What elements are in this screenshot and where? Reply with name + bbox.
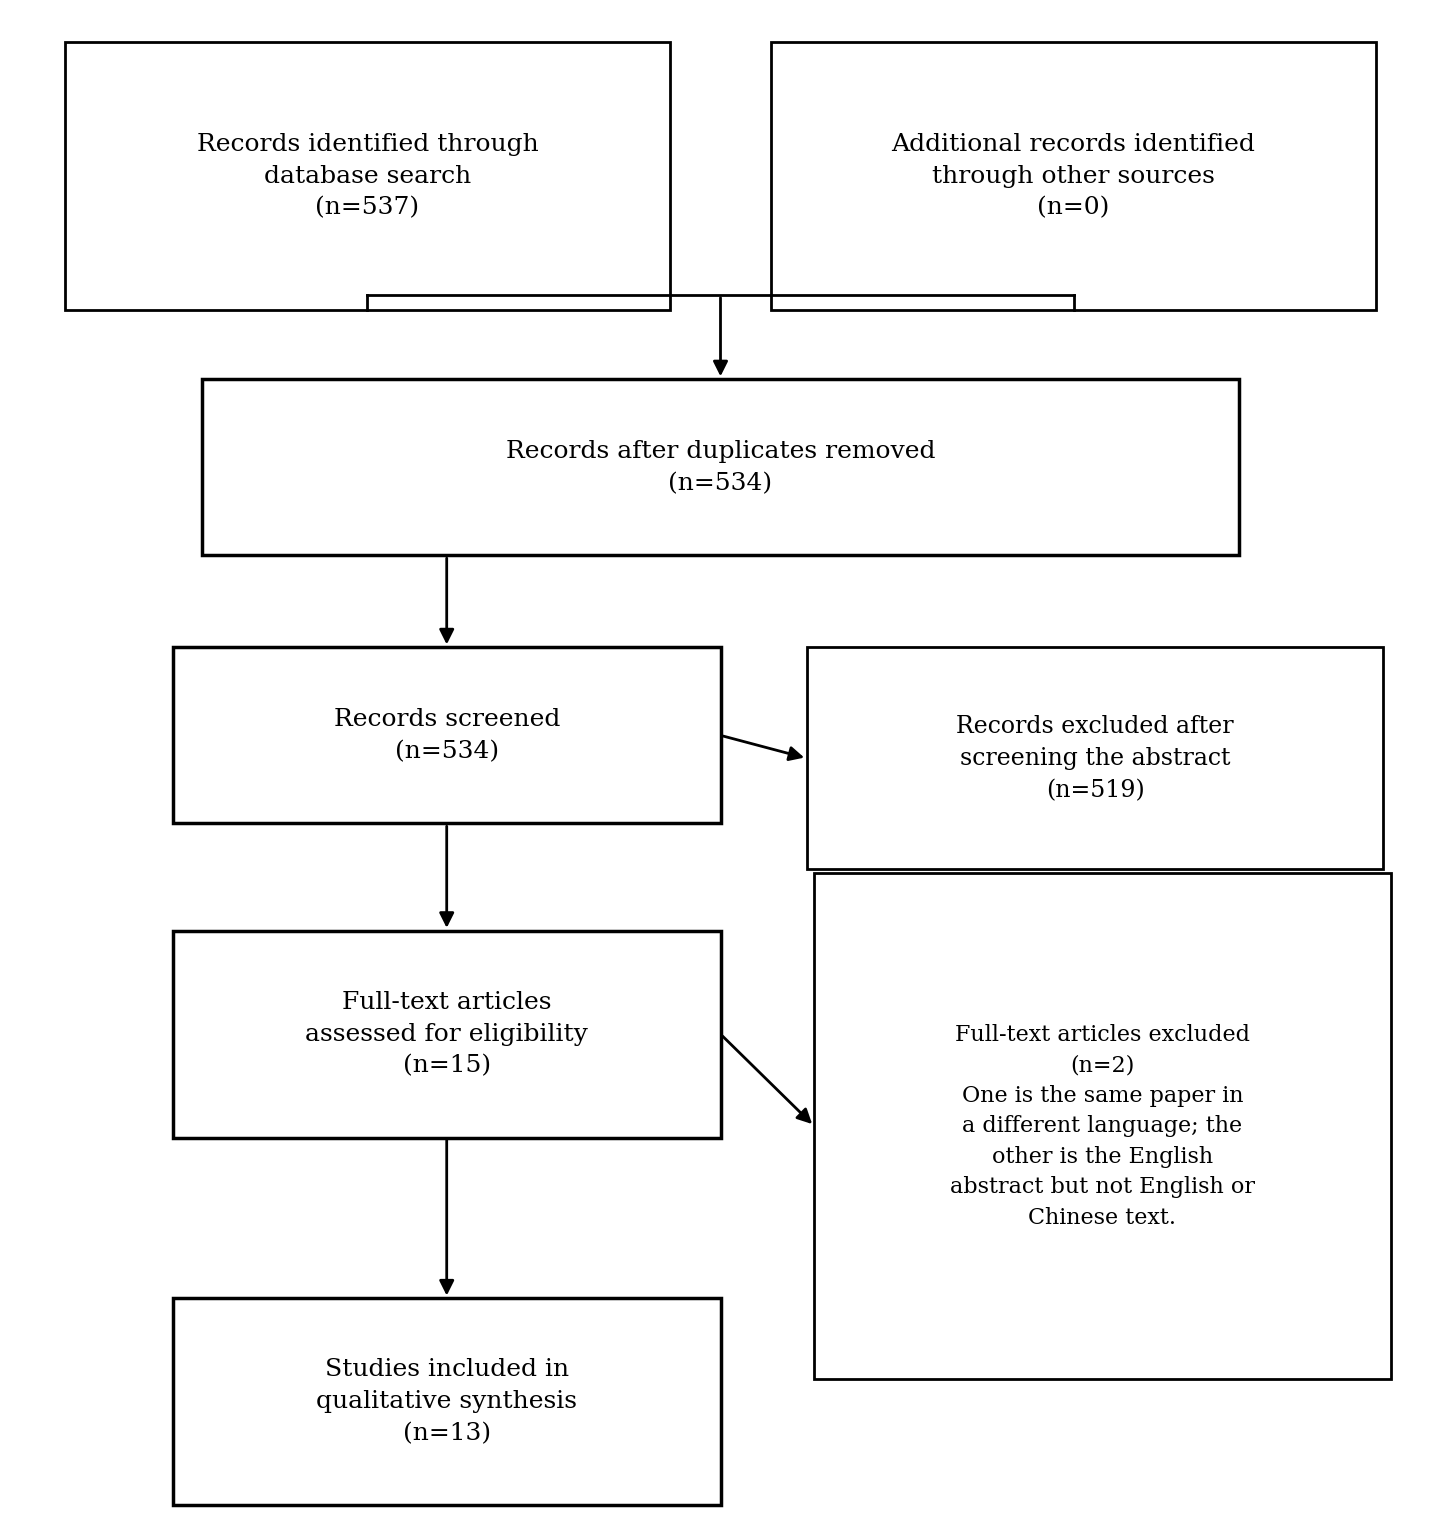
Text: Records excluded after
screening the abstract
(n=519): Records excluded after screening the abs… [957,715,1233,801]
Text: Records identified through
database search
(n=537): Records identified through database sear… [196,133,539,219]
FancyBboxPatch shape [173,647,720,823]
Text: Full-text articles excluded
(n=2)
One is the same paper in
a different language;: Full-text articles excluded (n=2) One is… [950,1023,1255,1229]
FancyBboxPatch shape [807,647,1383,869]
Text: Full-text articles
assessed for eligibility
(n=15): Full-text articles assessed for eligibil… [305,991,588,1077]
Text: Records after duplicates removed
(n=534): Records after duplicates removed (n=534) [506,440,935,495]
Text: Studies included in
qualitative synthesis
(n=13): Studies included in qualitative synthesi… [316,1359,578,1445]
Text: Records screened
(n=534): Records screened (n=534) [333,708,561,763]
FancyBboxPatch shape [814,873,1391,1379]
Text: Additional records identified
through other sources
(n=0): Additional records identified through ot… [892,133,1255,219]
FancyBboxPatch shape [173,930,720,1137]
FancyBboxPatch shape [65,43,670,309]
FancyBboxPatch shape [173,1298,720,1504]
FancyBboxPatch shape [771,43,1376,309]
FancyBboxPatch shape [202,380,1239,556]
